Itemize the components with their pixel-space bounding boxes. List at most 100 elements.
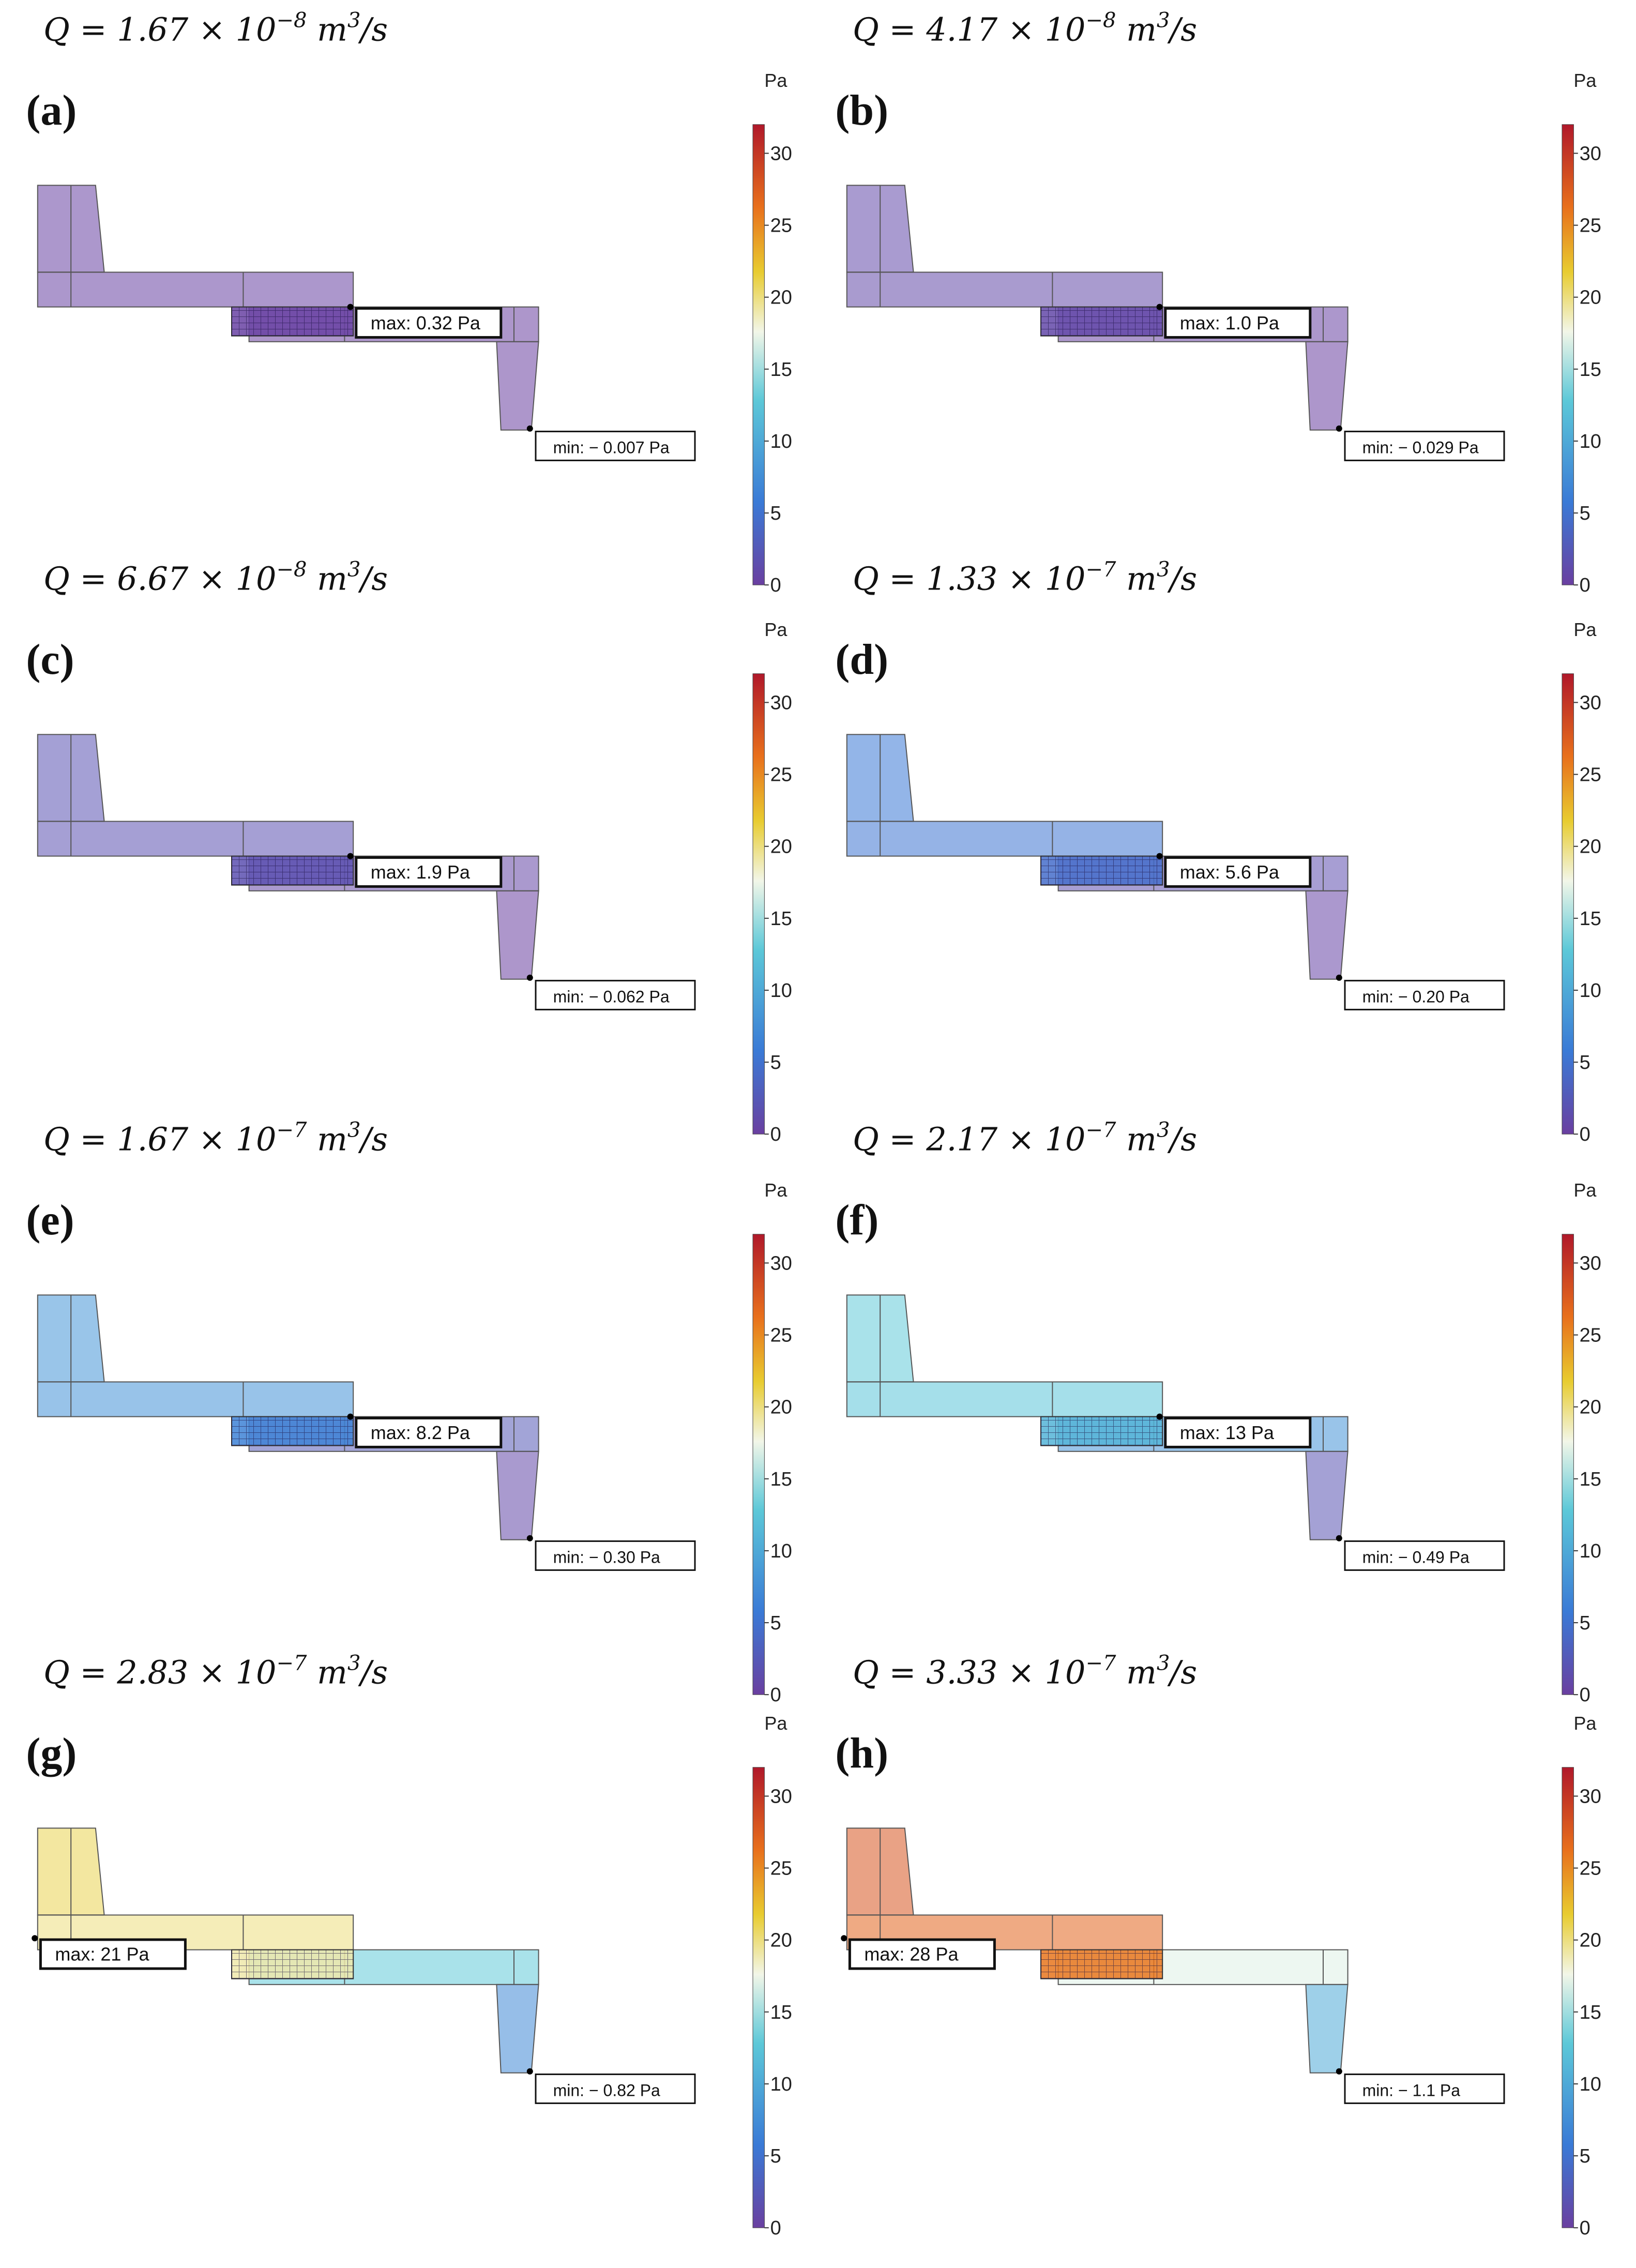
colorbar-tick-label: 10 [1580, 1540, 1601, 1562]
colorbar-tick-label: 25 [1580, 215, 1601, 237]
colorbar [1562, 1767, 1574, 2228]
colorbar-unit: Pa [764, 70, 787, 91]
colorbar-tick-label: 15 [770, 1469, 792, 1490]
panel-a: Q = 1.67 × 10−8 m3/s (a) max: 0.32 Pa min: … [26, 8, 792, 596]
max-annotation-box [1164, 856, 1312, 888]
colorbar-tick-label: 5 [1580, 2145, 1590, 2167]
mesh-hatch [232, 1416, 354, 1446]
max-point-marker [841, 1935, 847, 1942]
colorbar-tick-label: 30 [770, 143, 792, 164]
colorbar-unit: Pa [1573, 1180, 1597, 1201]
min-annotation-text: min: − 1.1 Pa [1362, 2081, 1461, 2099]
panel-d: Q = 1.33 × 10−7 m3/s (d) max: 5.6 Pa min: −… [835, 557, 1601, 1145]
colorbar-unit: Pa [1573, 70, 1597, 91]
colorbar-tick-label: 15 [1580, 2002, 1601, 2023]
outlet-chamber [496, 1450, 539, 1540]
colorbar-tick-label: 30 [1580, 143, 1601, 164]
max-annotation-text: max: 8.2 Pa [371, 1422, 471, 1443]
colorbar-tick-label: 0 [770, 574, 781, 596]
colorbar-tick-label: 25 [1580, 1325, 1601, 1347]
min-annotation-text: min: − 0.82 Pa [553, 2081, 660, 2099]
colorbar [1562, 124, 1574, 585]
min-annotation-text: min: − 0.062 Pa [553, 987, 670, 1006]
colorbar-tick-label: 25 [770, 215, 792, 237]
flow-rate-label: Q = 1.33 × 10−7 m3/s [853, 557, 1197, 597]
panel-f: Q = 2.17 × 10−7 m3/s (f) max: 13 Pa min: − … [835, 1118, 1601, 1706]
min-annotation-text: min: − 0.30 Pa [553, 1548, 660, 1566]
colorbar-unit: Pa [1573, 619, 1597, 640]
max-point-marker [347, 853, 354, 859]
max-point-marker [1156, 304, 1163, 310]
colorbar-tick-label: 20 [770, 1930, 792, 1952]
max-annotation-text: max: 0.32 Pa [371, 312, 481, 334]
max-annotation-text: max: 21 Pa [55, 1944, 149, 1965]
outlet-chamber [496, 341, 539, 431]
min-annotation-text: min: − 0.007 Pa [553, 438, 670, 457]
panel-b: Q = 4.17 × 10−8 m3/s (b) max: 1.0 Pa min: −… [835, 8, 1601, 596]
colorbar-tick-label: 20 [1580, 287, 1601, 309]
max-point-marker [347, 1413, 354, 1420]
upper-channel [846, 821, 1163, 857]
colorbar-tick-label: 30 [770, 1252, 792, 1274]
colorbar-tick-label: 0 [770, 1684, 781, 1706]
colorbar-tick-label: 10 [1580, 980, 1601, 1002]
max-annotation-text: max: 1.9 Pa [371, 861, 471, 883]
min-annotation-box [535, 430, 696, 461]
min-point-marker [526, 974, 533, 981]
max-annotation-box [1164, 307, 1312, 339]
colorbar-tick-label: 10 [770, 1540, 792, 1562]
colorbar-tick-label: 5 [1580, 503, 1590, 524]
min-annotation-box [535, 979, 696, 1010]
min-point-marker [526, 1535, 533, 1541]
min-annotation-box [535, 1540, 696, 1571]
colorbar-tick-label: 5 [770, 2145, 781, 2167]
min-annotation-text: min: − 0.029 Pa [1362, 438, 1479, 457]
colorbar-tick-label: 20 [770, 1397, 792, 1418]
min-point-marker [526, 425, 533, 432]
colorbar-tick-label: 25 [770, 1325, 792, 1347]
panel-h: Q = 3.33 × 10−7 m3/s (h) max: 28 Pa min: − … [835, 1651, 1601, 2239]
panel-label: (g) [26, 1729, 77, 1777]
outlet-chamber [1305, 1450, 1349, 1540]
min-annotation-text: min: − 0.20 Pa [1362, 987, 1470, 1006]
flow-rate-label: Q = 6.67 × 10−8 m3/s [43, 557, 388, 597]
panel-label: (d) [835, 636, 888, 684]
outlet-chamber [1305, 890, 1349, 980]
max-point-marker [1156, 853, 1163, 859]
colorbar-tick-label: 10 [770, 980, 792, 1002]
colorbar-unit: Pa [764, 1180, 787, 1201]
outlet-chamber [496, 1984, 539, 2074]
colorbar [752, 1767, 765, 2228]
colorbar [752, 673, 765, 1135]
colorbar-tick-label: 10 [770, 2074, 792, 2095]
panel-label: (b) [835, 86, 888, 134]
flow-rate-label: Q = 1.67 × 10−8 m3/s [43, 8, 388, 48]
colorbar-tick-label: 0 [1580, 2217, 1590, 2239]
max-annotation-text: max: 5.6 Pa [1180, 861, 1280, 883]
colorbar-tick-label: 10 [770, 431, 792, 452]
colorbar-tick-label: 25 [770, 1858, 792, 1880]
flow-rate-label: Q = 1.67 × 10−7 m3/s [43, 1118, 388, 1158]
mesh-hatch [232, 307, 354, 336]
colorbar-tick-label: 10 [1580, 2074, 1601, 2095]
colorbar-tick-label: 20 [770, 836, 792, 858]
colorbar-tick-label: 0 [1580, 1124, 1590, 1145]
upper-channel [846, 271, 1163, 308]
mesh-hatch [232, 1949, 354, 1979]
mesh-hatch [1041, 307, 1163, 336]
min-annotation-box [1344, 2073, 1505, 2104]
colorbar-tick-label: 20 [1580, 1397, 1601, 1418]
colorbar [1562, 1234, 1574, 1695]
colorbar-tick-label: 25 [1580, 764, 1601, 786]
colorbar-tick-label: 15 [1580, 908, 1601, 930]
colorbar-tick-label: 5 [770, 1052, 781, 1073]
min-point-marker [526, 2068, 533, 2075]
outlet-chamber [496, 890, 539, 980]
max-annotation-text: max: 1.0 Pa [1180, 312, 1280, 334]
mesh-hatch [232, 856, 354, 885]
upper-channel [37, 271, 354, 308]
colorbar-tick-label: 30 [770, 692, 792, 714]
min-point-marker [1336, 974, 1342, 981]
colorbar [752, 124, 765, 585]
